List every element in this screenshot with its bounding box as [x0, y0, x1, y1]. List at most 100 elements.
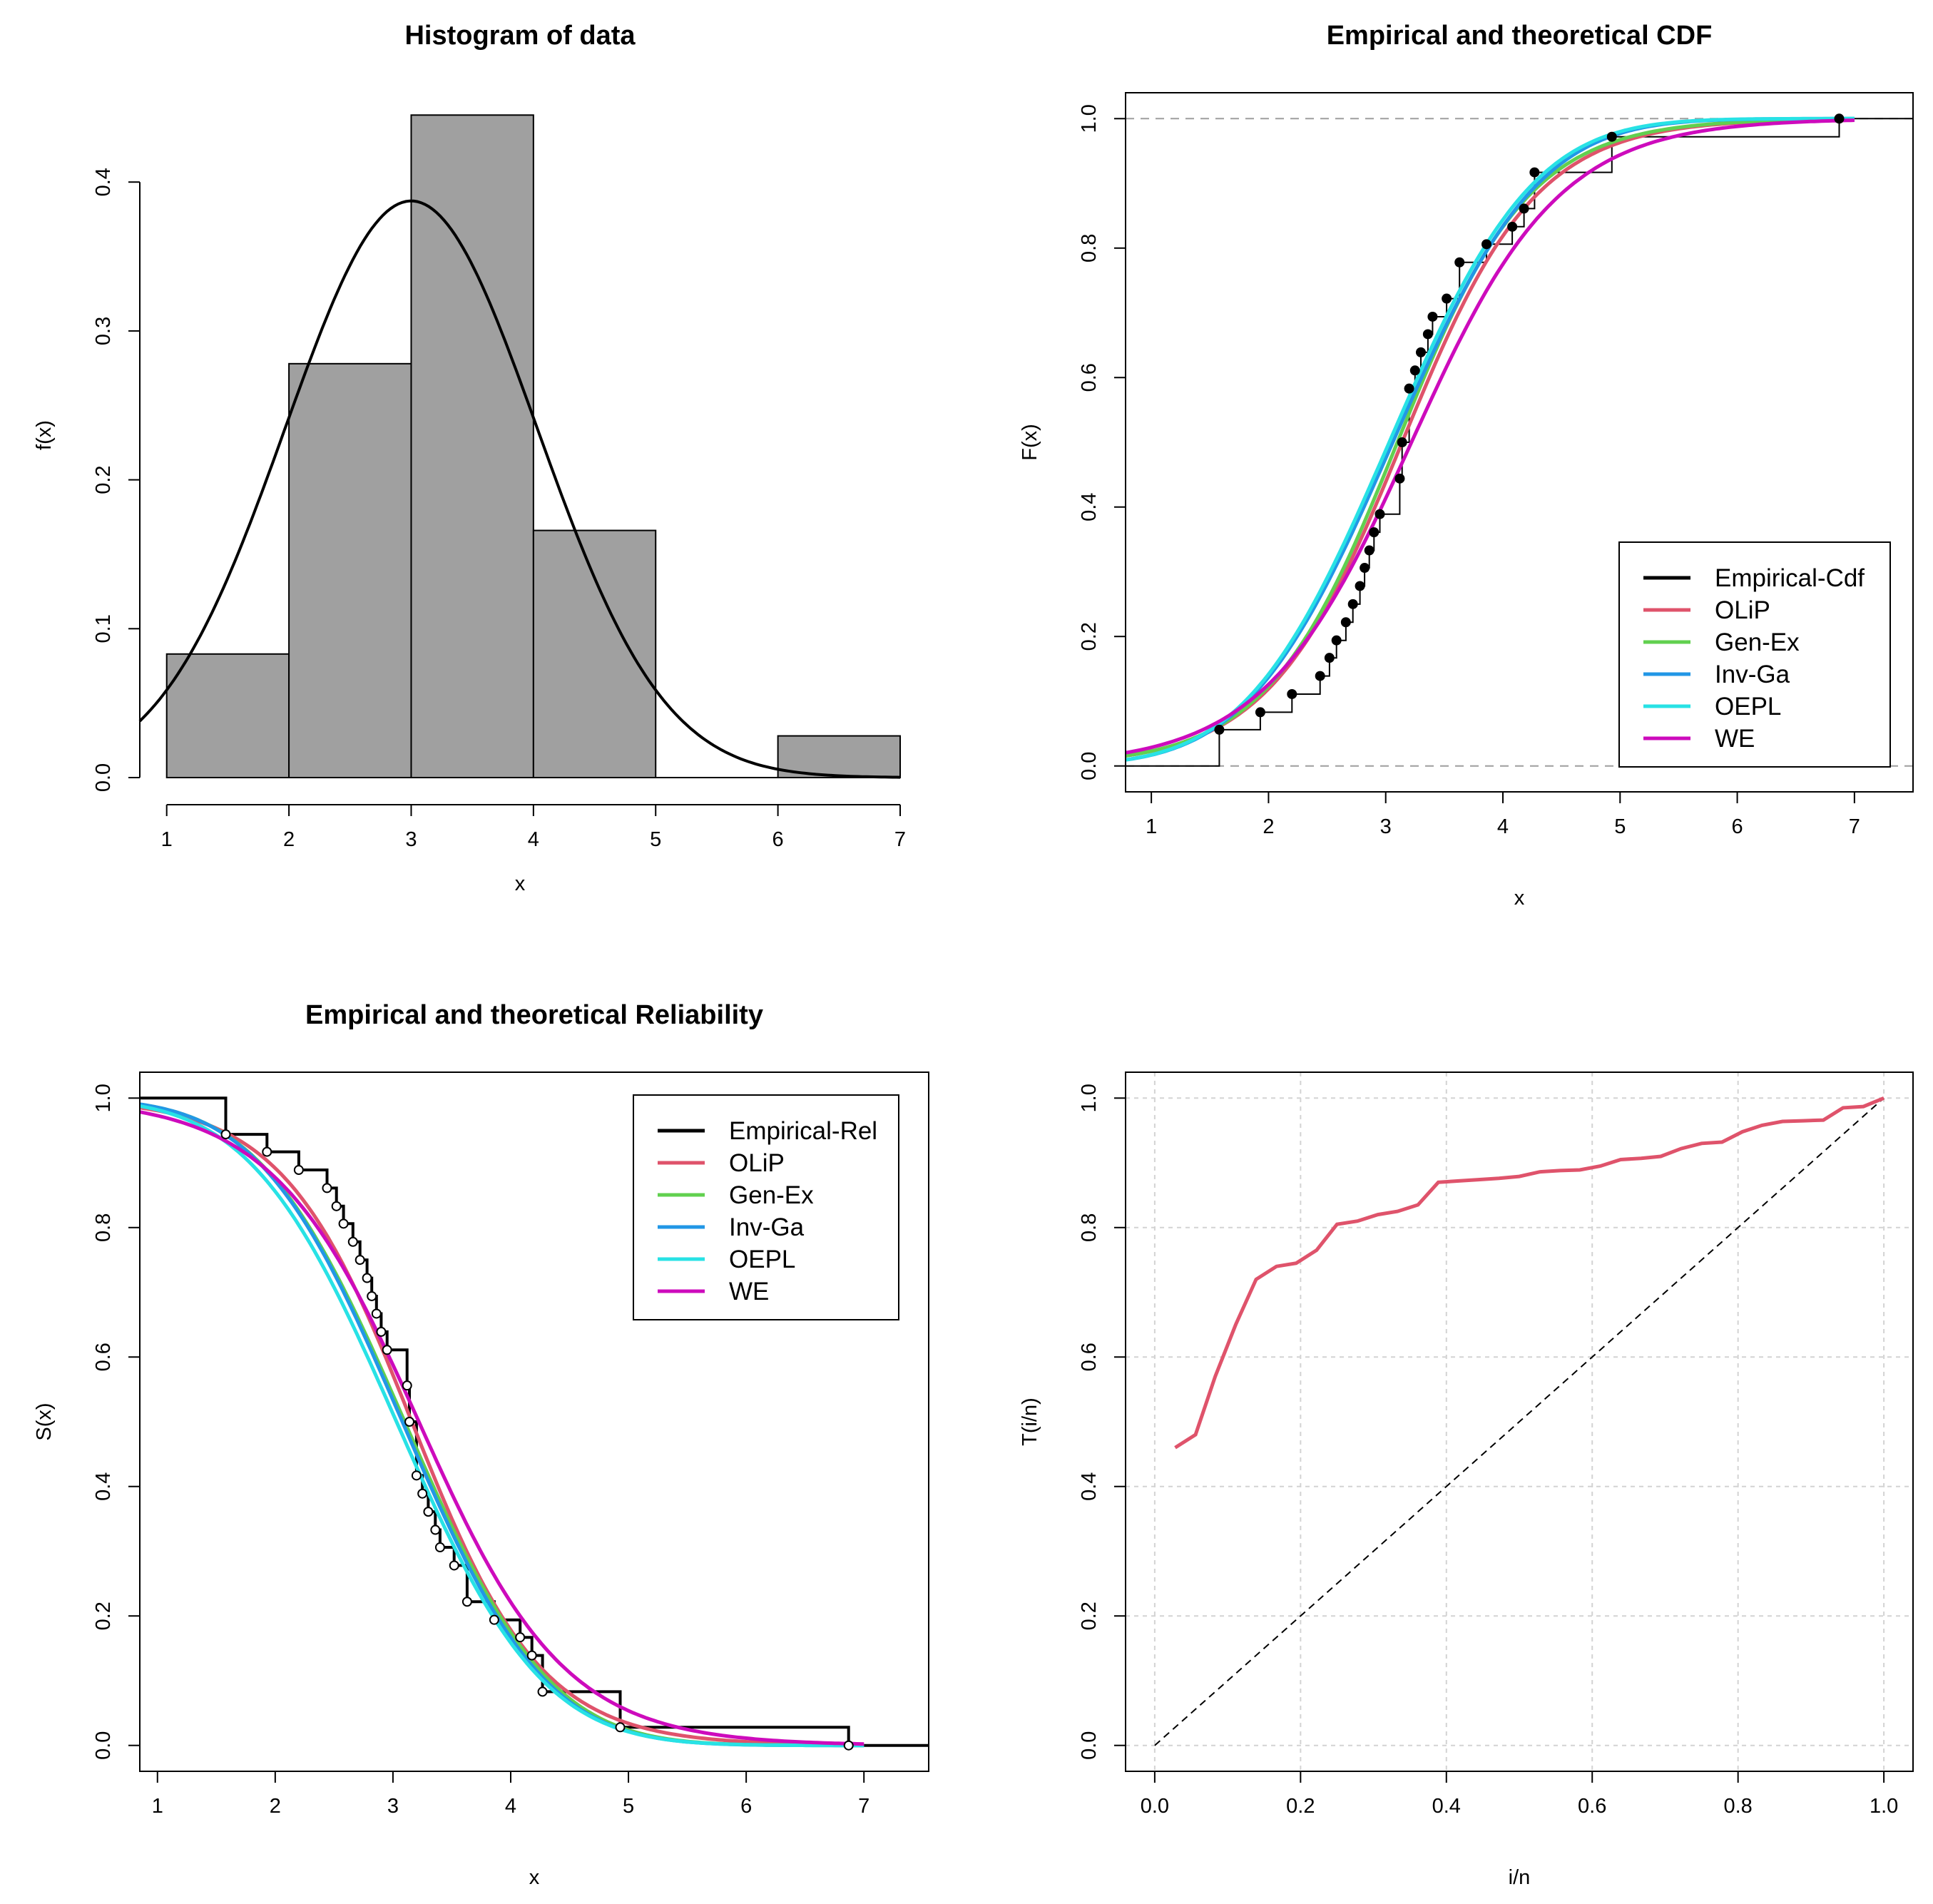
x-tick-label: 0.2	[1286, 1795, 1315, 1818]
empirical-point	[489, 1614, 499, 1625]
grid	[1126, 1072, 1913, 1771]
empirical-point	[1214, 724, 1225, 735]
empirical-point	[1324, 653, 1335, 663]
y-tick-label: 1.0	[92, 1084, 115, 1112]
histogram-panel: 1 2 3 4 5 6 7 0.0 0.1 0.2 0.3 0.4 x f(x) Histogram of …	[33, 21, 906, 895]
empirical-point	[382, 1345, 392, 1355]
legend-label: WE	[1715, 725, 1755, 753]
x-tick-label: 5	[1614, 815, 1626, 838]
y-tick-label: 0.2	[1078, 1602, 1101, 1630]
plot-area	[1126, 113, 1913, 767]
ttt-panel: 0.0 0.2 0.4 0.6 0.8 1.0 0.0 0.2 0.4 0.6 0.8 1.0 i/n T…	[1019, 1071, 1914, 1889]
x-tick-label: 6	[772, 828, 784, 851]
x-tick-label: 4	[528, 828, 539, 851]
legend-label: OLiP	[1715, 596, 1770, 624]
y-tick-label: 0.4	[92, 168, 115, 196]
histogram-bar	[410, 114, 534, 779]
empirical-point	[1834, 113, 1845, 124]
x-axis-label: x	[515, 872, 526, 895]
empirical-point	[262, 1146, 272, 1157]
empirical-point	[1355, 581, 1365, 591]
legend: Empirical-Cdf OLiP Gen-Ex Inv-Ga OEPL WE	[1618, 541, 1891, 768]
empirical-point	[1397, 437, 1407, 447]
empirical-point	[355, 1255, 365, 1266]
empirical-point	[293, 1165, 304, 1176]
empirical-point	[430, 1524, 441, 1535]
diagonal-reference-line	[1154, 1097, 1884, 1746]
x-tick-label: 6	[1732, 815, 1743, 838]
x-tick-label: 7	[1849, 815, 1860, 838]
y-axis-label: S(x)	[33, 1402, 56, 1440]
histogram-bar	[532, 529, 657, 779]
legend-label: Gen-Ex	[729, 1181, 814, 1209]
empirical-point	[1507, 221, 1518, 232]
empirical-point	[461, 1597, 472, 1607]
x-tick-label: 1	[1146, 815, 1157, 838]
empirical-point	[423, 1507, 434, 1517]
y-tick-label: 0.8	[1078, 234, 1101, 263]
empirical-point	[417, 1488, 428, 1499]
y-axis: 0.0 0.2 0.4 0.6 0.8 1.0	[92, 1084, 141, 1760]
y-tick-label: 0.6	[1078, 363, 1101, 392]
empirical-point	[537, 1686, 548, 1697]
empirical-point	[1606, 131, 1617, 142]
empirical-point	[1422, 329, 1433, 340]
legend-label: Inv-Ga	[1715, 661, 1790, 688]
cdf-panel: 1 2 3 4 5 6 7 0.0 0.2 0.4 0.6 0.8 1.0 x F(x) Empirical …	[1019, 21, 1914, 910]
empirical-point	[362, 1273, 372, 1283]
empirical-point	[404, 1417, 415, 1427]
empirical-point	[220, 1129, 231, 1140]
legend-label: WE	[729, 1278, 769, 1305]
y-tick-label: 0.6	[1078, 1343, 1101, 1371]
y-tick-label: 0.0	[1078, 752, 1101, 780]
x-axis-label: x	[1514, 887, 1525, 910]
y-tick-label: 0.4	[92, 1472, 115, 1501]
empirical-point	[338, 1218, 349, 1229]
empirical-point	[1454, 257, 1465, 268]
empirical-points	[1214, 113, 1845, 735]
empirical-point	[322, 1183, 332, 1193]
empirical-point	[376, 1326, 387, 1337]
legend-label: OLiP	[729, 1149, 785, 1177]
chart-title: Empirical and theoretical Reliability	[305, 1000, 763, 1030]
y-tick-label: 0.1	[92, 614, 115, 643]
reliability-panel: 1 2 3 4 5 6 7 0.0 0.2 0.4 0.6 0.8 1.0 x S(x) Empirical …	[33, 1000, 929, 1889]
empirical-point	[1255, 707, 1265, 718]
x-axis-label: x	[529, 1866, 540, 1889]
empirical-point	[1364, 545, 1374, 556]
y-tick-label: 0.8	[92, 1213, 115, 1242]
empirical-point	[449, 1560, 459, 1571]
empirical-point	[1287, 688, 1297, 699]
cdf-curve-we	[1126, 118, 1855, 755]
legend-label: OEPL	[729, 1246, 795, 1273]
x-axis-label: i/n	[1509, 1866, 1531, 1889]
empirical-point	[1409, 365, 1420, 376]
legend: Empirical-Rel OLiP Gen-Ex Inv-Ga OEPL WE	[633, 1094, 899, 1320]
empirical-point	[1369, 527, 1379, 538]
empirical-point	[526, 1650, 537, 1661]
y-axis-label: T(i/n)	[1019, 1398, 1041, 1446]
y-tick-label: 1.0	[1078, 1084, 1101, 1112]
empirical-point	[1427, 311, 1438, 322]
x-axis: 0.0 0.2 0.4 0.6 0.8 1.0	[1141, 1771, 1898, 1818]
y-tick-label: 0.0	[1078, 1731, 1101, 1760]
y-tick-label: 0.3	[92, 317, 115, 345]
y-tick-label: 0.2	[92, 1602, 115, 1630]
empirical-point	[402, 1380, 412, 1391]
x-tick-label: 7	[894, 828, 906, 851]
empirical-point	[1331, 635, 1342, 646]
legend-label: OEPL	[1715, 693, 1781, 721]
plot-area	[140, 1096, 929, 1751]
x-tick-label: 5	[623, 1795, 634, 1818]
empirical-point	[1481, 239, 1491, 250]
histogram-bar	[288, 362, 412, 778]
y-axis-label: F(x)	[1019, 424, 1041, 461]
chart-title: Histogram of data	[404, 21, 636, 51]
empirical-point	[1347, 599, 1358, 609]
histogram-bar	[165, 653, 290, 778]
empirical-points	[220, 1129, 854, 1751]
x-tick-label: 2	[270, 1795, 281, 1818]
empirical-point	[1315, 671, 1325, 681]
